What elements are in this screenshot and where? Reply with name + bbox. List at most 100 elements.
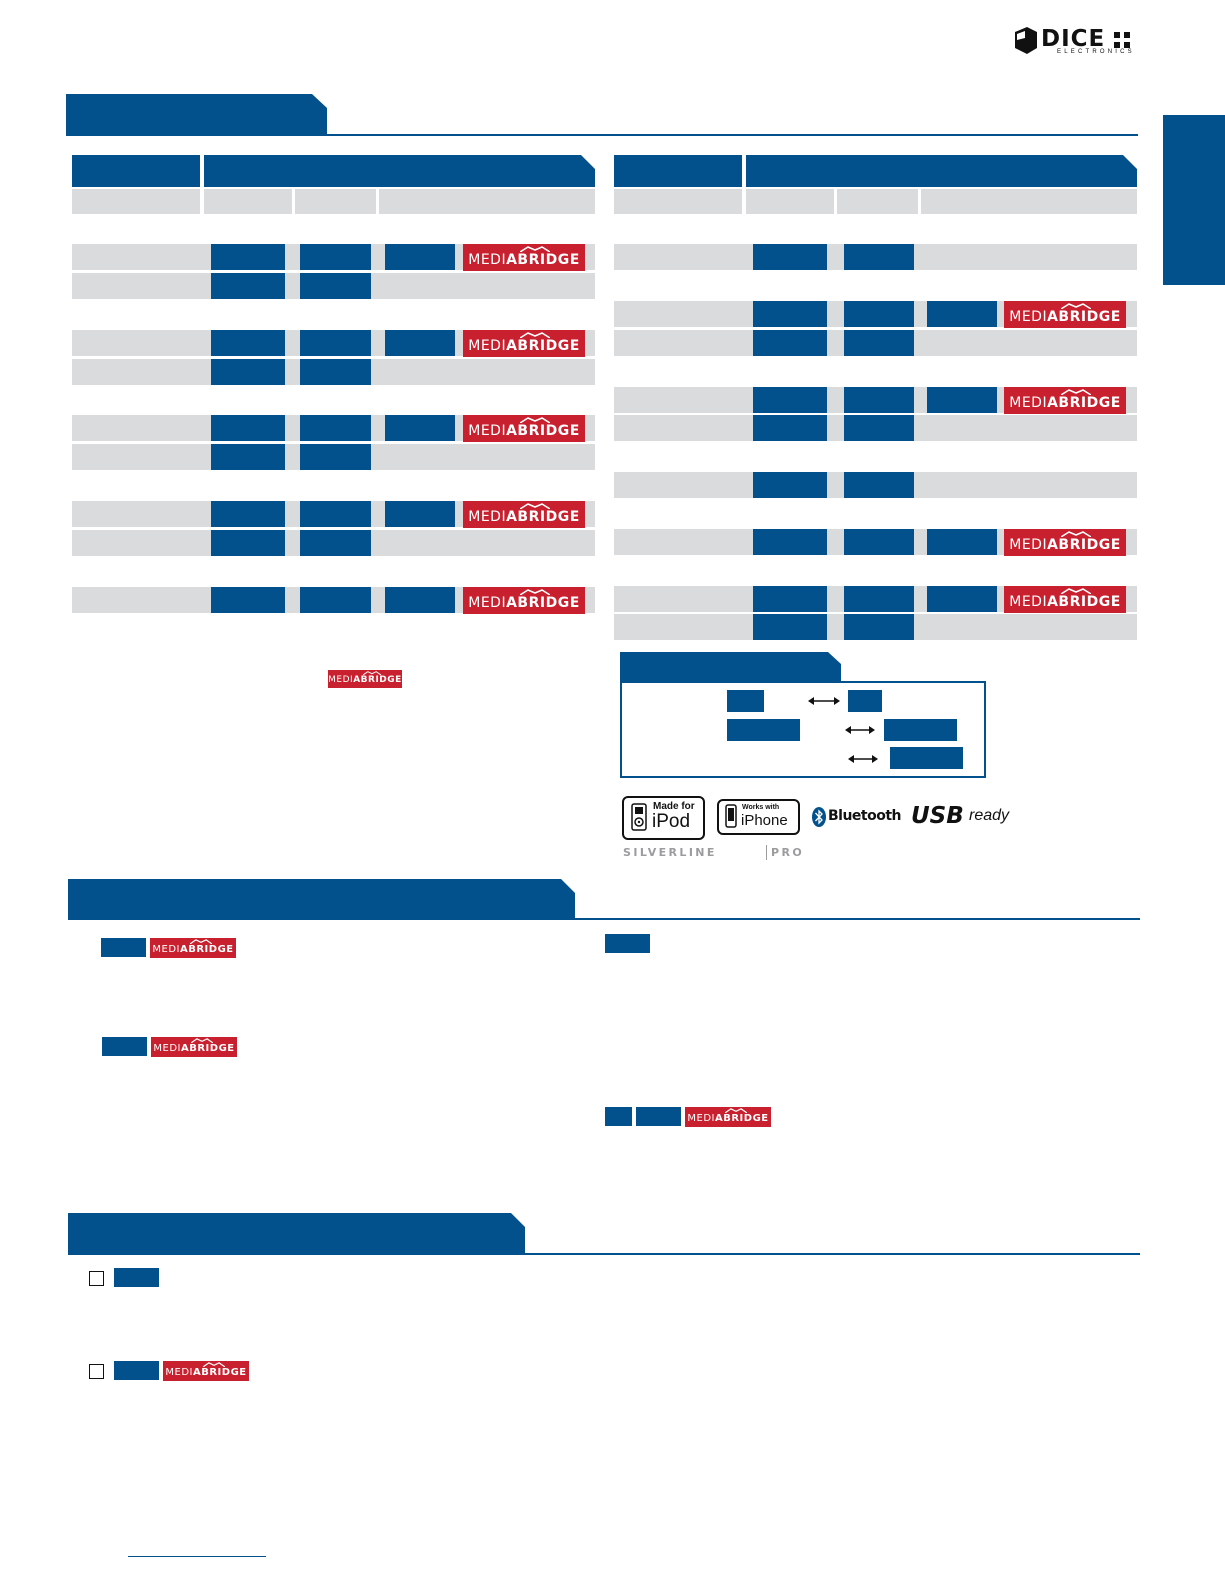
left-table-header-model xyxy=(72,155,200,187)
ipod-logo-main: iPod xyxy=(652,811,691,832)
feature-cell xyxy=(385,330,455,356)
feature-tag xyxy=(114,1268,159,1287)
feature-cell xyxy=(927,529,997,555)
feature-cell xyxy=(844,330,914,356)
feature-cell xyxy=(300,330,371,356)
feature-cell xyxy=(844,301,914,327)
feature-cell xyxy=(753,472,827,498)
brand-logo: DICE ELECTRONICS xyxy=(1013,26,1138,58)
mediabridge-legend-badge: MEDIABRIDGE xyxy=(328,670,402,688)
feature-cell xyxy=(844,415,914,441)
feature-cell xyxy=(927,387,997,413)
mediabridge-badge: MEDIABRIDGE xyxy=(151,1037,237,1057)
feature-cell xyxy=(211,359,285,385)
iphone-device-icon xyxy=(725,804,737,828)
brand-subtitle: ELECTRONICS xyxy=(1057,49,1135,55)
double-arrow-icon xyxy=(848,755,878,763)
legend-cell xyxy=(890,747,963,769)
feature-cell xyxy=(753,330,827,356)
dice-cube-icon xyxy=(1015,27,1037,54)
feature-cell xyxy=(300,244,371,270)
mediabridge-roof-icon xyxy=(190,939,212,944)
mediabridge-badge: MEDIABRIDGE xyxy=(1004,387,1126,414)
left-table-subheader-1 xyxy=(72,189,200,214)
legend-cell xyxy=(727,719,800,741)
section-header-tab-3 xyxy=(68,1213,525,1255)
mediabridge-badge: MEDIABRIDGE xyxy=(463,330,585,357)
feature-cell xyxy=(753,529,827,555)
feature-cell xyxy=(211,330,285,356)
section-header-tab-2 xyxy=(68,879,575,920)
mediabridge-badge: MEDIABRIDGE xyxy=(150,938,236,958)
mediabridge-badge: MEDIABRIDGE xyxy=(463,587,585,614)
iphone-logo-main: iPhone xyxy=(741,812,788,829)
feature-cell xyxy=(300,359,371,385)
feature-cell xyxy=(300,273,371,299)
mediabridge-roof-icon xyxy=(725,1108,747,1113)
mediabridge-roof-icon xyxy=(191,1038,213,1043)
feature-cell xyxy=(385,587,455,613)
double-arrow-icon xyxy=(845,726,875,734)
feature-cell xyxy=(844,387,914,413)
feature-cell xyxy=(211,273,285,299)
feature-cell xyxy=(753,301,827,327)
legend-header-tab xyxy=(620,652,841,682)
usb-logo-sub: ready xyxy=(969,807,1010,824)
mediabridge-roof-icon xyxy=(1061,588,1091,594)
feature-cell xyxy=(844,472,914,498)
mediabridge-roof-icon xyxy=(203,1362,225,1367)
option-checkbox[interactable] xyxy=(89,1364,104,1379)
mediabridge-badge: MEDIABRIDGE xyxy=(463,415,585,442)
feature-cell xyxy=(927,301,997,327)
mediabridge-badge: MEDIABRIDGE xyxy=(1004,529,1126,556)
feature-cell xyxy=(753,586,827,612)
bluetooth-logo: Bluetooth xyxy=(812,806,902,828)
legend-cell xyxy=(727,690,764,712)
feature-cell xyxy=(300,415,371,441)
footer-link-underline[interactable] xyxy=(128,1556,266,1557)
feature-tag xyxy=(605,934,650,953)
feature-cell xyxy=(211,415,285,441)
feature-cell xyxy=(385,501,455,527)
mediabridge-badge: MEDIABRIDGE xyxy=(463,501,585,528)
feature-cell xyxy=(300,501,371,527)
left-table-subheader-3 xyxy=(295,189,376,214)
feature-cell xyxy=(753,244,827,270)
feature-cell xyxy=(385,244,455,270)
feature-cell xyxy=(753,387,827,413)
right-table-subheader-3 xyxy=(837,189,918,214)
section-header-line-2 xyxy=(68,918,1140,920)
side-page-tab xyxy=(1163,115,1225,285)
brand-name: DICE xyxy=(1041,26,1106,52)
mediabridge-badge: MEDIABRIDGE xyxy=(463,244,585,271)
right-table-header-features xyxy=(746,155,1137,187)
right-table-subheader-4 xyxy=(921,189,1137,214)
mediabridge-roof-icon xyxy=(1061,531,1091,537)
feature-cell xyxy=(753,415,827,441)
mediabridge-roof-icon xyxy=(520,246,550,252)
feature-cell xyxy=(927,586,997,612)
legend-cell xyxy=(848,690,882,712)
usb-logo-main: USB xyxy=(911,803,964,829)
feature-tag xyxy=(102,1037,147,1056)
feature-cell xyxy=(844,586,914,612)
feature-tag xyxy=(636,1107,681,1126)
feature-cell xyxy=(753,614,827,640)
option-checkbox[interactable] xyxy=(89,1271,104,1286)
right-table-subheader-1 xyxy=(614,189,742,214)
silverline-pro-logo: SILVERLINE PRO xyxy=(623,845,828,861)
legend-box xyxy=(620,681,986,778)
works-with-iphone-logo: Works with iPhone xyxy=(717,799,800,835)
feature-cell xyxy=(844,244,914,270)
legend-cell xyxy=(884,719,957,741)
usb-ready-logo: USB ready xyxy=(911,803,1021,831)
feature-cell xyxy=(300,587,371,613)
feature-tag xyxy=(605,1107,632,1126)
ipod-logo-top: Made for xyxy=(653,801,695,812)
section-header-tab-1 xyxy=(66,94,327,136)
mediabridge-roof-icon xyxy=(520,417,550,423)
feature-cell xyxy=(211,587,285,613)
mediabridge-roof-icon xyxy=(520,503,550,509)
brand-dots xyxy=(1114,32,1132,48)
feature-cell xyxy=(844,529,914,555)
